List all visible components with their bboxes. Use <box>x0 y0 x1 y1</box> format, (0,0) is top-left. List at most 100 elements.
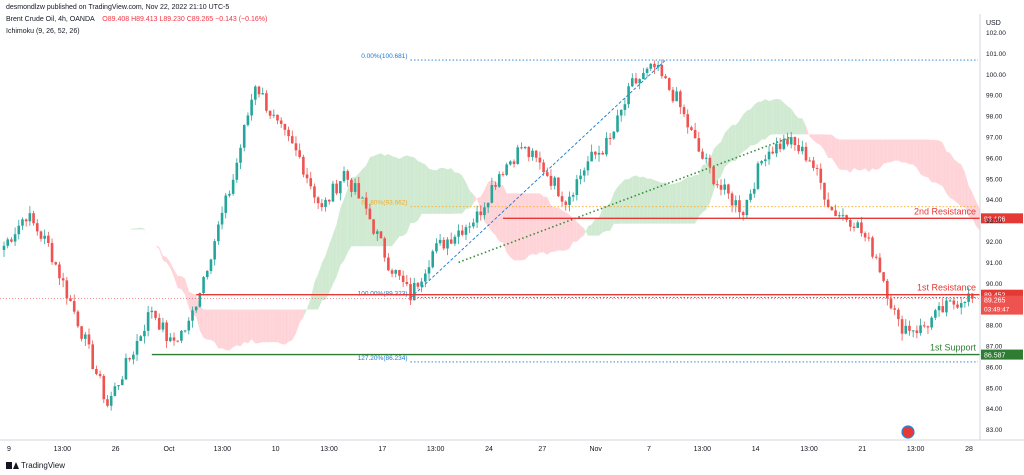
y-tick-label: 86.00 <box>986 364 1003 371</box>
candle-body <box>871 237 874 257</box>
candle-body <box>87 334 91 345</box>
cloud-segment <box>550 205 555 253</box>
candle-body <box>915 330 919 334</box>
bar-countdown: 03:49:47 <box>984 307 1010 314</box>
cloud-segment <box>236 309 241 347</box>
candle-body <box>852 226 856 228</box>
candle-body <box>582 170 586 176</box>
cloud-segment <box>562 210 566 251</box>
candle-body <box>453 236 457 244</box>
fibonacci-levels: 0.00%(100.681) 61.80%(93.662) 100.00%(89.3… <box>358 53 978 363</box>
candle-body <box>368 208 372 220</box>
candle-body <box>331 183 335 202</box>
rising-trendline <box>458 136 792 264</box>
cloud-segment <box>695 174 699 224</box>
cloud-segment <box>480 189 485 223</box>
candle-body <box>494 185 497 187</box>
candle-body <box>675 91 678 102</box>
cloud-segment <box>473 194 478 204</box>
x-tick-label: 13:00 <box>800 446 818 453</box>
cloud-segment <box>576 221 581 242</box>
cloud-segment <box>905 139 910 165</box>
cloud-segment <box>129 228 134 230</box>
cloud-segment <box>720 132 725 177</box>
cloud-segment <box>794 114 799 135</box>
cloud-segment <box>321 255 326 301</box>
cloud-segment <box>525 193 529 260</box>
candle-body <box>205 270 209 278</box>
symbol-title[interactable]: Brent Crude Oil, 4h, OANDA <box>6 16 95 23</box>
cloud-segment <box>584 226 588 236</box>
x-tick-label: Nov <box>589 446 602 453</box>
candle-body <box>956 304 959 308</box>
cloud-segment <box>133 228 138 230</box>
candle-body <box>697 138 701 152</box>
candle-body <box>180 330 183 341</box>
candle-body <box>553 177 556 186</box>
candle-body <box>13 234 17 242</box>
axes: USD 102.00 101.00 100.00 99.00 98.00 97.00 96.0… <box>0 14 1024 453</box>
cloud-segment <box>717 141 721 181</box>
candle-body <box>109 395 113 406</box>
candle-body <box>926 326 930 328</box>
cloud-segment <box>510 193 515 261</box>
cloud-segment <box>506 193 511 258</box>
cloud-segment <box>647 178 651 224</box>
cloud-segment <box>543 196 548 255</box>
candle-body <box>778 143 782 150</box>
y-tick-label: 101.00 <box>986 51 1006 58</box>
candle-body <box>745 199 749 216</box>
candle-body <box>575 179 579 195</box>
candle-body <box>789 137 793 145</box>
x-tick-label: 17 <box>378 446 386 453</box>
candle-body <box>837 215 841 217</box>
candle-body <box>350 179 353 192</box>
cloud-segment <box>170 262 175 278</box>
candle-body <box>719 185 723 190</box>
cloud-segment <box>314 273 319 310</box>
candle-body <box>228 193 231 196</box>
cloud-segment <box>417 160 422 221</box>
cloud-segment <box>177 276 182 289</box>
candle-body <box>564 201 568 205</box>
x-tick-label: 10 <box>272 446 280 453</box>
candle-body <box>730 193 734 206</box>
cloud-segment <box>122 229 126 233</box>
candle-body <box>656 65 660 68</box>
candle-body <box>65 280 69 299</box>
candle-body <box>937 306 941 311</box>
candle-body <box>431 251 435 268</box>
cloud-segment <box>968 185 973 219</box>
indicator-label[interactable]: Ichimoku (9, 26, 52, 26) <box>6 28 80 35</box>
cloud-segment <box>410 156 415 223</box>
x-tick-label: 13:00 <box>907 446 925 453</box>
candle-body <box>704 157 708 159</box>
cloud-segment <box>429 168 433 214</box>
candle-body <box>616 115 619 132</box>
candle-body <box>161 322 165 330</box>
candle-body <box>346 171 350 180</box>
cloud-segment <box>672 183 677 224</box>
candle-body <box>505 164 508 175</box>
cloud-segment <box>780 99 784 135</box>
cloud-segment <box>284 309 289 345</box>
tradingview-logo[interactable]: TradingView <box>6 461 65 470</box>
y-tick-label: 93.00 <box>986 218 1003 225</box>
cloud-segment <box>927 139 932 183</box>
cloud-segment <box>332 224 337 285</box>
candle-body <box>797 145 800 152</box>
candle-body <box>324 199 327 207</box>
cloud-segment <box>107 240 112 243</box>
cloud-segment <box>835 137 840 170</box>
candle-body <box>435 243 438 252</box>
cloud-segment <box>769 99 773 136</box>
trendlines <box>410 59 792 299</box>
candle-body <box>586 161 590 171</box>
candle-body <box>191 310 194 321</box>
cloud-segment <box>902 139 906 163</box>
cloud-segment <box>499 184 503 243</box>
cloud-segment <box>950 153 954 200</box>
y-tick-label: 98.00 <box>986 114 1003 121</box>
